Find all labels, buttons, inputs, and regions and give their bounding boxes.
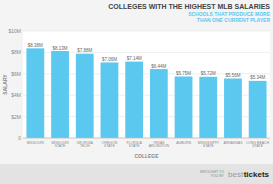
text-line: STATE	[203, 144, 214, 148]
x-tick-label: LONG BEACHSTATE	[246, 141, 269, 149]
x-tick-label: OREGONSTATE	[102, 141, 118, 149]
bar	[224, 79, 242, 138]
x-axis: MISSOURI MISSOURISTATE GEORGIATECH OREGONST…	[27, 141, 270, 149]
text-line: STATE	[129, 144, 140, 148]
bar	[249, 81, 267, 138]
x-tick-label: FLORIDASTATE	[127, 141, 143, 149]
text-line: STATE	[55, 144, 66, 148]
bar	[175, 76, 193, 138]
annotation: BROUGHT TOYOU BY	[200, 170, 224, 178]
text-line: ARLINGTON	[149, 144, 170, 148]
x-axis-label: COLLEGE	[134, 153, 159, 159]
subtitle: SCHOOLS THAT PRODUCE MORETHAN ONE CURREN…	[188, 11, 271, 23]
y-tick-label: 0	[18, 135, 21, 141]
bars	[26, 48, 266, 138]
data-label: $5.34M	[250, 75, 265, 80]
y-axis: 0 $2M $4M $6M $8M $10M	[8, 28, 270, 141]
background	[0, 0, 273, 184]
text-line: THAN ONE CURRENT PLAYER	[197, 17, 271, 23]
data-label: $7.06M	[102, 57, 117, 62]
y-axis-label: SALARY	[2, 74, 8, 95]
grid-line	[23, 138, 270, 139]
data-label: $5.75M	[176, 71, 191, 76]
text-line: MISSOURI	[27, 141, 44, 145]
x-tick-label: TEXASARLINGTON	[149, 141, 170, 149]
text-line: STATE	[104, 144, 115, 148]
data-label: $7.14M	[127, 56, 142, 61]
grid-line	[23, 31, 270, 32]
annotation: tickets	[244, 170, 270, 179]
chart: 0 $2M $4M $6M $8M $10M $8.38M $8.13M $7.88M $7.06…	[0, 0, 273, 184]
text-line: STATE	[252, 144, 263, 148]
x-tick-label: MISSISSIPPISTATE	[198, 141, 219, 149]
x-tick-label: MISSOURI	[27, 141, 44, 145]
bar	[101, 62, 119, 138]
bar	[125, 62, 143, 138]
x-tick-label: MISSOURISTATE	[51, 141, 68, 149]
x-tick-label: AUBURN	[176, 141, 191, 145]
y-tick-label: $6M	[11, 71, 21, 77]
y-tick-label: $2M	[11, 114, 21, 120]
bar	[51, 51, 69, 138]
bar	[199, 77, 217, 138]
annotation: best	[228, 170, 244, 179]
text-line: TECH	[80, 144, 90, 148]
bar	[76, 54, 94, 138]
data-label: $5.72M	[201, 71, 216, 76]
plot-area	[23, 31, 270, 138]
x-tick-label: ARKANSAS	[223, 141, 243, 145]
bar	[26, 48, 44, 138]
data-label: $6.44M	[151, 64, 166, 69]
text-line: YOU BY	[210, 174, 224, 178]
data-label: $8.13M	[53, 46, 68, 51]
data-label: $7.88M	[77, 48, 92, 53]
y-tick-label: $8M	[11, 49, 21, 55]
data-label: $5.56M	[225, 73, 240, 78]
text-line: AUBURN	[176, 141, 191, 145]
y-tick-label: $10M	[8, 28, 21, 34]
y-tick-label: $4M	[11, 92, 21, 98]
title: COLLEGES WITH THE HIGHEST MLB SALARIES	[108, 3, 270, 10]
data-labels: $8.38M $8.13M $7.88M $7.06M $7.14M $6.44M $5.7…	[28, 43, 266, 81]
x-axis-line	[23, 138, 270, 139]
footer	[0, 164, 273, 184]
data-label: $8.38M	[28, 43, 43, 48]
bar	[150, 69, 168, 138]
text-line: ARKANSAS	[223, 141, 243, 145]
x-tick-label: GEORGIATECH	[77, 141, 94, 149]
